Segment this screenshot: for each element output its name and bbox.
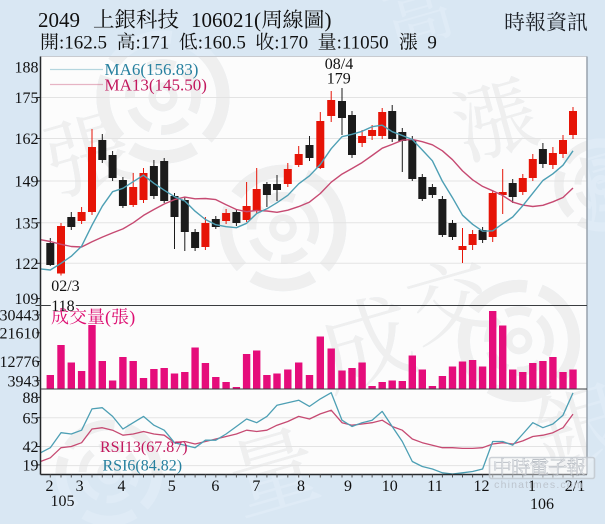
svg-text:9: 9 [344, 478, 352, 495]
svg-text:9: 9 [427, 33, 437, 54]
svg-text:105: 105 [51, 493, 75, 510]
svg-text:2049: 2049 [38, 8, 80, 32]
svg-text:88: 88 [23, 390, 39, 407]
svg-text:109: 109 [15, 291, 39, 308]
svg-text::162.5: :162.5 [59, 33, 107, 54]
svg-text:149: 149 [15, 174, 39, 191]
svg-text:8: 8 [297, 478, 305, 495]
svg-text:19: 19 [23, 458, 39, 475]
svg-text:179: 179 [327, 70, 351, 87]
svg-text:(: ( [105, 307, 111, 328]
svg-text::11050: :11050 [337, 33, 389, 54]
svg-text:5: 5 [168, 478, 176, 495]
svg-text:08/4: 08/4 [325, 56, 353, 73]
svg-text:12776: 12776 [0, 354, 40, 371]
svg-text:1: 1 [528, 478, 536, 495]
svg-text:30443: 30443 [0, 308, 40, 325]
svg-text::160.5: :160.5 [198, 33, 246, 54]
svg-text:106: 106 [530, 496, 554, 513]
svg-text:21610: 21610 [0, 325, 40, 342]
svg-text:): ) [325, 8, 332, 32]
svg-text:3943: 3943 [8, 373, 40, 390]
svg-text:118: 118 [51, 298, 74, 315]
svg-text:188: 188 [15, 60, 39, 77]
svg-text:106021(: 106021( [191, 8, 261, 32]
svg-text:7: 7 [252, 478, 260, 495]
svg-text:175: 175 [15, 90, 39, 107]
svg-text:3: 3 [76, 478, 84, 495]
svg-text:122: 122 [15, 256, 39, 273]
svg-text:65: 65 [23, 410, 39, 427]
svg-text:135: 135 [15, 215, 39, 232]
svg-text:6: 6 [211, 478, 219, 495]
svg-text:2: 2 [46, 478, 54, 495]
svg-text:10: 10 [382, 478, 398, 495]
svg-text:11: 11 [427, 478, 442, 495]
svg-text:02/3: 02/3 [51, 278, 79, 295]
svg-text:): ) [129, 307, 135, 328]
svg-text:162: 162 [15, 131, 39, 148]
svg-text:MA13(145.50): MA13(145.50) [105, 75, 207, 94]
svg-text:2/1: 2/1 [565, 478, 585, 495]
svg-text::170: :170 [274, 33, 308, 54]
svg-text:MA6(156.83): MA6(156.83) [105, 60, 199, 79]
svg-text:12: 12 [474, 478, 490, 495]
svg-text:RSI6(84.82): RSI6(84.82) [103, 458, 183, 475]
svg-text:42: 42 [23, 439, 39, 456]
svg-text:4: 4 [118, 478, 126, 495]
svg-text:RSI13(67.87): RSI13(67.87) [100, 439, 188, 456]
svg-text:chinatimes.com: chinatimes.com [494, 479, 584, 491]
svg-text::171: :171 [136, 33, 170, 54]
